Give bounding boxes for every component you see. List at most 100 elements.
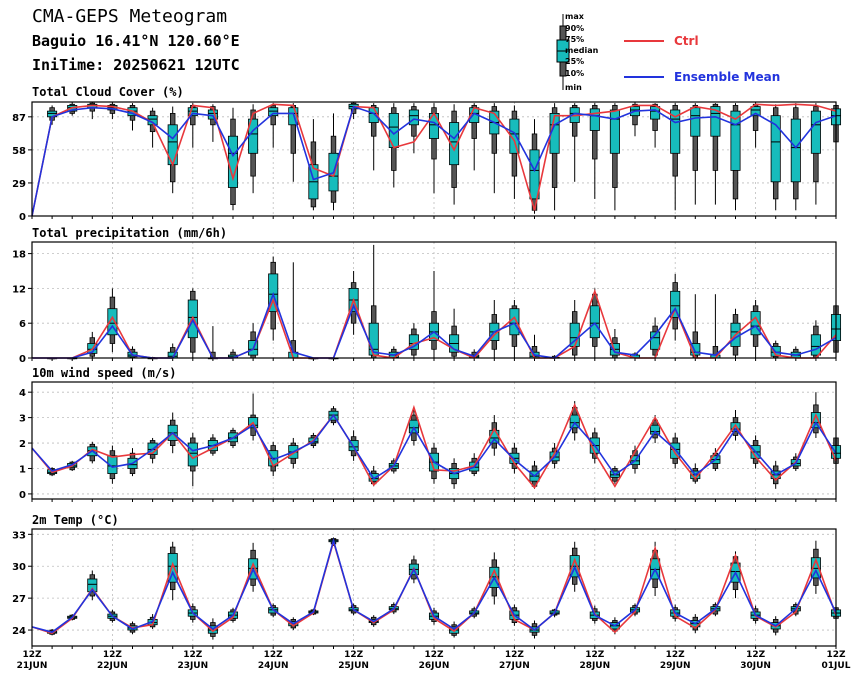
box-inner bbox=[710, 106, 721, 137]
box-inner bbox=[509, 118, 520, 154]
box-inner bbox=[670, 290, 681, 318]
y-tick-label: 2 bbox=[19, 439, 26, 450]
box-plot bbox=[690, 103, 701, 205]
box-inner bbox=[187, 442, 198, 467]
box-plot bbox=[730, 308, 741, 358]
x-tick-label-hour: 12Z bbox=[746, 650, 766, 660]
x-tick-label-date: 25JUN bbox=[338, 661, 369, 671]
y-tick-label: 18 bbox=[12, 250, 26, 261]
x-tick-label-date: 24JUN bbox=[258, 661, 289, 671]
box-plot bbox=[569, 401, 580, 441]
box-plot bbox=[428, 271, 440, 358]
box-inner bbox=[730, 422, 741, 432]
x-tick-label-date: 21JUN bbox=[17, 661, 48, 671]
ctrl-line bbox=[31, 103, 837, 217]
panel-frame bbox=[31, 241, 837, 359]
box-plot bbox=[248, 393, 259, 441]
box-inner bbox=[589, 305, 600, 339]
box-inner bbox=[268, 107, 279, 117]
box-plot bbox=[790, 103, 801, 211]
box-plot bbox=[87, 570, 98, 601]
box-inner bbox=[770, 115, 781, 183]
legend-mean-label: Ensemble Mean bbox=[674, 70, 780, 84]
panel-title: 2m Temp (°C) bbox=[32, 513, 119, 527]
box-plot bbox=[408, 103, 419, 154]
box-plot bbox=[810, 320, 821, 359]
ctrl-line bbox=[31, 538, 837, 635]
box-plot bbox=[127, 103, 138, 131]
box-plot bbox=[670, 103, 681, 211]
x-tick-label-hour: 12Z bbox=[103, 650, 123, 660]
panel-2 bbox=[28, 381, 842, 502]
legend-box-label: min bbox=[565, 83, 582, 92]
box-inner bbox=[790, 118, 801, 183]
legend-box-label: max bbox=[565, 12, 585, 21]
box-plot bbox=[308, 119, 319, 211]
legend-box-label: 90% bbox=[565, 24, 584, 33]
y-tick-label: 29 bbox=[12, 179, 26, 190]
box-plot bbox=[87, 102, 98, 120]
x-tick-label-date: 01JUL bbox=[822, 661, 851, 671]
x-tick-label-date: 27JUN bbox=[499, 661, 530, 671]
y-tick-label: 24 bbox=[12, 626, 26, 637]
y-tick-label: 12 bbox=[12, 284, 26, 295]
x-tick-label-hour: 12Z bbox=[826, 650, 846, 660]
y-tick-label: 33 bbox=[12, 530, 26, 541]
box-inner bbox=[670, 109, 681, 154]
ensemble-mean-line bbox=[31, 413, 837, 480]
box-inner bbox=[750, 311, 761, 336]
y-tick-label: 87 bbox=[12, 113, 26, 124]
box-plot bbox=[348, 271, 359, 335]
box-plot bbox=[710, 103, 721, 205]
x-tick-label-hour: 12Z bbox=[424, 650, 444, 660]
panel-3 bbox=[28, 528, 842, 649]
panel-1 bbox=[28, 241, 842, 361]
panel-frame bbox=[31, 101, 837, 217]
box-plot bbox=[589, 103, 600, 199]
box-plot bbox=[569, 300, 580, 358]
box-plot bbox=[770, 104, 781, 211]
box-inner bbox=[107, 455, 118, 474]
box-plot bbox=[750, 102, 761, 148]
box-plot bbox=[268, 103, 279, 148]
legend-ctrl-label: Ctrl bbox=[674, 34, 699, 48]
box-plot bbox=[107, 288, 118, 353]
box-inner bbox=[690, 343, 701, 356]
box-plot bbox=[710, 294, 721, 359]
x-tick-label-date: 28JUN bbox=[579, 661, 610, 671]
box-plot bbox=[449, 308, 460, 358]
box-inner bbox=[449, 122, 460, 166]
box-inner bbox=[810, 334, 821, 356]
box-inner bbox=[107, 308, 118, 336]
box-inner bbox=[589, 108, 600, 131]
x-tick-label-hour: 12Z bbox=[183, 650, 203, 660]
box-plot bbox=[790, 346, 801, 359]
y-tick-label: 6 bbox=[19, 319, 26, 330]
page-title: CMA-GEPS Meteogram bbox=[32, 6, 228, 27]
x-tick-label-date: 29JUN bbox=[660, 661, 691, 671]
x-tick-label-hour: 12Z bbox=[344, 650, 364, 660]
box-plot bbox=[428, 103, 440, 194]
ensemble-mean-line bbox=[31, 105, 837, 217]
y-tick-label: 3 bbox=[19, 414, 26, 425]
init-time-label: IniTime: 20250621 12UTC bbox=[32, 56, 240, 74]
box-inner bbox=[609, 109, 620, 154]
x-tick-label-hour: 12Z bbox=[666, 650, 686, 660]
box-inner bbox=[750, 106, 761, 117]
x-tick-label-hour: 12Z bbox=[505, 650, 525, 660]
legend-box-label: 10% bbox=[565, 69, 584, 78]
x-tick-label-date: 26JUN bbox=[419, 661, 450, 671]
box-plot bbox=[227, 107, 239, 211]
y-tick-label: 1 bbox=[19, 464, 26, 475]
box-plot bbox=[670, 273, 681, 341]
panel-title: Total precipitation (mm/6h) bbox=[32, 226, 227, 240]
box-outer bbox=[692, 105, 699, 171]
box-plot bbox=[167, 343, 178, 359]
y-tick-label: 58 bbox=[12, 146, 26, 157]
box-plot bbox=[167, 106, 178, 194]
box-plot bbox=[449, 104, 460, 205]
x-tick-label-date: 22JUN bbox=[97, 661, 128, 671]
box-inner bbox=[509, 308, 520, 336]
y-tick-label: 27 bbox=[12, 594, 26, 605]
